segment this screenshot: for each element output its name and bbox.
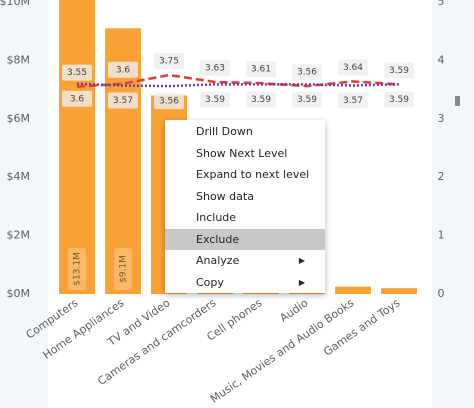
menu-item-label: Show data	[196, 189, 254, 203]
menu-item[interactable]: Include	[165, 207, 325, 229]
data-label: 3.59	[389, 95, 409, 105]
data-label: 3.75	[159, 57, 179, 67]
data-label-box	[62, 64, 92, 81]
data-label-box	[68, 248, 86, 290]
data-label-box	[154, 53, 184, 69]
data-label: 3.55	[67, 68, 87, 78]
menu-item-label: Expand to next level	[196, 168, 310, 181]
menu-item[interactable]: Drill Down	[165, 121, 325, 143]
y-tick-label: $10M	[0, 0, 30, 8]
data-label: $9.1M	[119, 255, 129, 283]
y-tick-label: $6M	[7, 112, 31, 125]
data-label: $13.1M	[73, 252, 83, 286]
menu-item-label: Analyze	[196, 254, 240, 267]
menu-item[interactable]: Copy ▶	[165, 272, 325, 294]
submenu-arrow: ▶	[298, 256, 305, 265]
bar	[59, 0, 95, 294]
data-label-box	[200, 60, 230, 77]
data-label: 3.64	[343, 63, 363, 73]
data-label: 3.59	[389, 66, 409, 76]
y2-tick-label: 0	[438, 287, 445, 300]
bar	[335, 286, 371, 294]
scroll-thumb	[455, 96, 460, 106]
y2-tick-label: 2	[438, 170, 445, 183]
line	[76, 73, 400, 88]
data-label: 3.6	[116, 65, 131, 75]
context-menu: Drill Down Show Next Level Expand to next …	[165, 120, 325, 293]
y2-tick-label: 1	[438, 229, 445, 242]
data-label-box	[246, 91, 276, 108]
menu-item[interactable]: Exclude	[165, 228, 325, 250]
data-label: 3.57	[113, 96, 133, 106]
data-label-box	[108, 61, 138, 78]
menu-item-label: Copy	[196, 275, 224, 289]
data-label-box	[154, 93, 184, 110]
data-label-box	[246, 61, 276, 78]
data-label-box	[292, 64, 322, 81]
data-label-box	[62, 90, 92, 107]
menu-item[interactable]: Show Next Level	[165, 143, 325, 165]
y2-tick-label: 4	[438, 53, 445, 66]
data-label: 3.63	[205, 64, 225, 74]
data-label: 3.59	[251, 95, 271, 105]
data-label: 3.59	[297, 95, 317, 105]
menu-item-label: Exclude	[196, 232, 240, 246]
line	[76, 82, 400, 88]
data-label: 3.56	[159, 97, 179, 107]
menu-item-label: Include	[196, 211, 237, 224]
data-label: 3.6	[70, 94, 85, 104]
y-tick-label: $4M	[7, 170, 31, 183]
menu-item[interactable]: Expand to next level	[165, 164, 325, 186]
y-tick-label: $0M	[7, 287, 31, 300]
data-label-box	[114, 248, 132, 290]
data-label: 3.59	[205, 95, 225, 105]
submenu-arrow: ▶	[298, 277, 305, 287]
data-label-box	[384, 91, 414, 108]
data-label-box	[384, 62, 414, 79]
data-label: 3.57	[343, 96, 363, 106]
menu-item[interactable]: Show data	[165, 186, 325, 208]
menu-item[interactable]: Analyze ▶	[165, 250, 325, 272]
y-tick-label: $2M	[7, 229, 31, 242]
data-label-box	[338, 92, 368, 109]
data-label: 3.56	[297, 68, 317, 78]
y-tick-label: $8M	[7, 53, 31, 66]
data-label-box	[338, 59, 368, 76]
data-label-box	[200, 91, 230, 108]
data-label-box	[108, 92, 138, 109]
menu-item-label: Drill Down	[196, 125, 253, 138]
y2-tick-label: 5	[438, 0, 445, 8]
menu-item-label: Show Next Level	[196, 146, 288, 160]
data-label-box	[292, 91, 322, 108]
bar	[381, 288, 417, 294]
y2-tick-label: 3	[438, 112, 445, 125]
data-label: 3.61	[251, 65, 271, 75]
